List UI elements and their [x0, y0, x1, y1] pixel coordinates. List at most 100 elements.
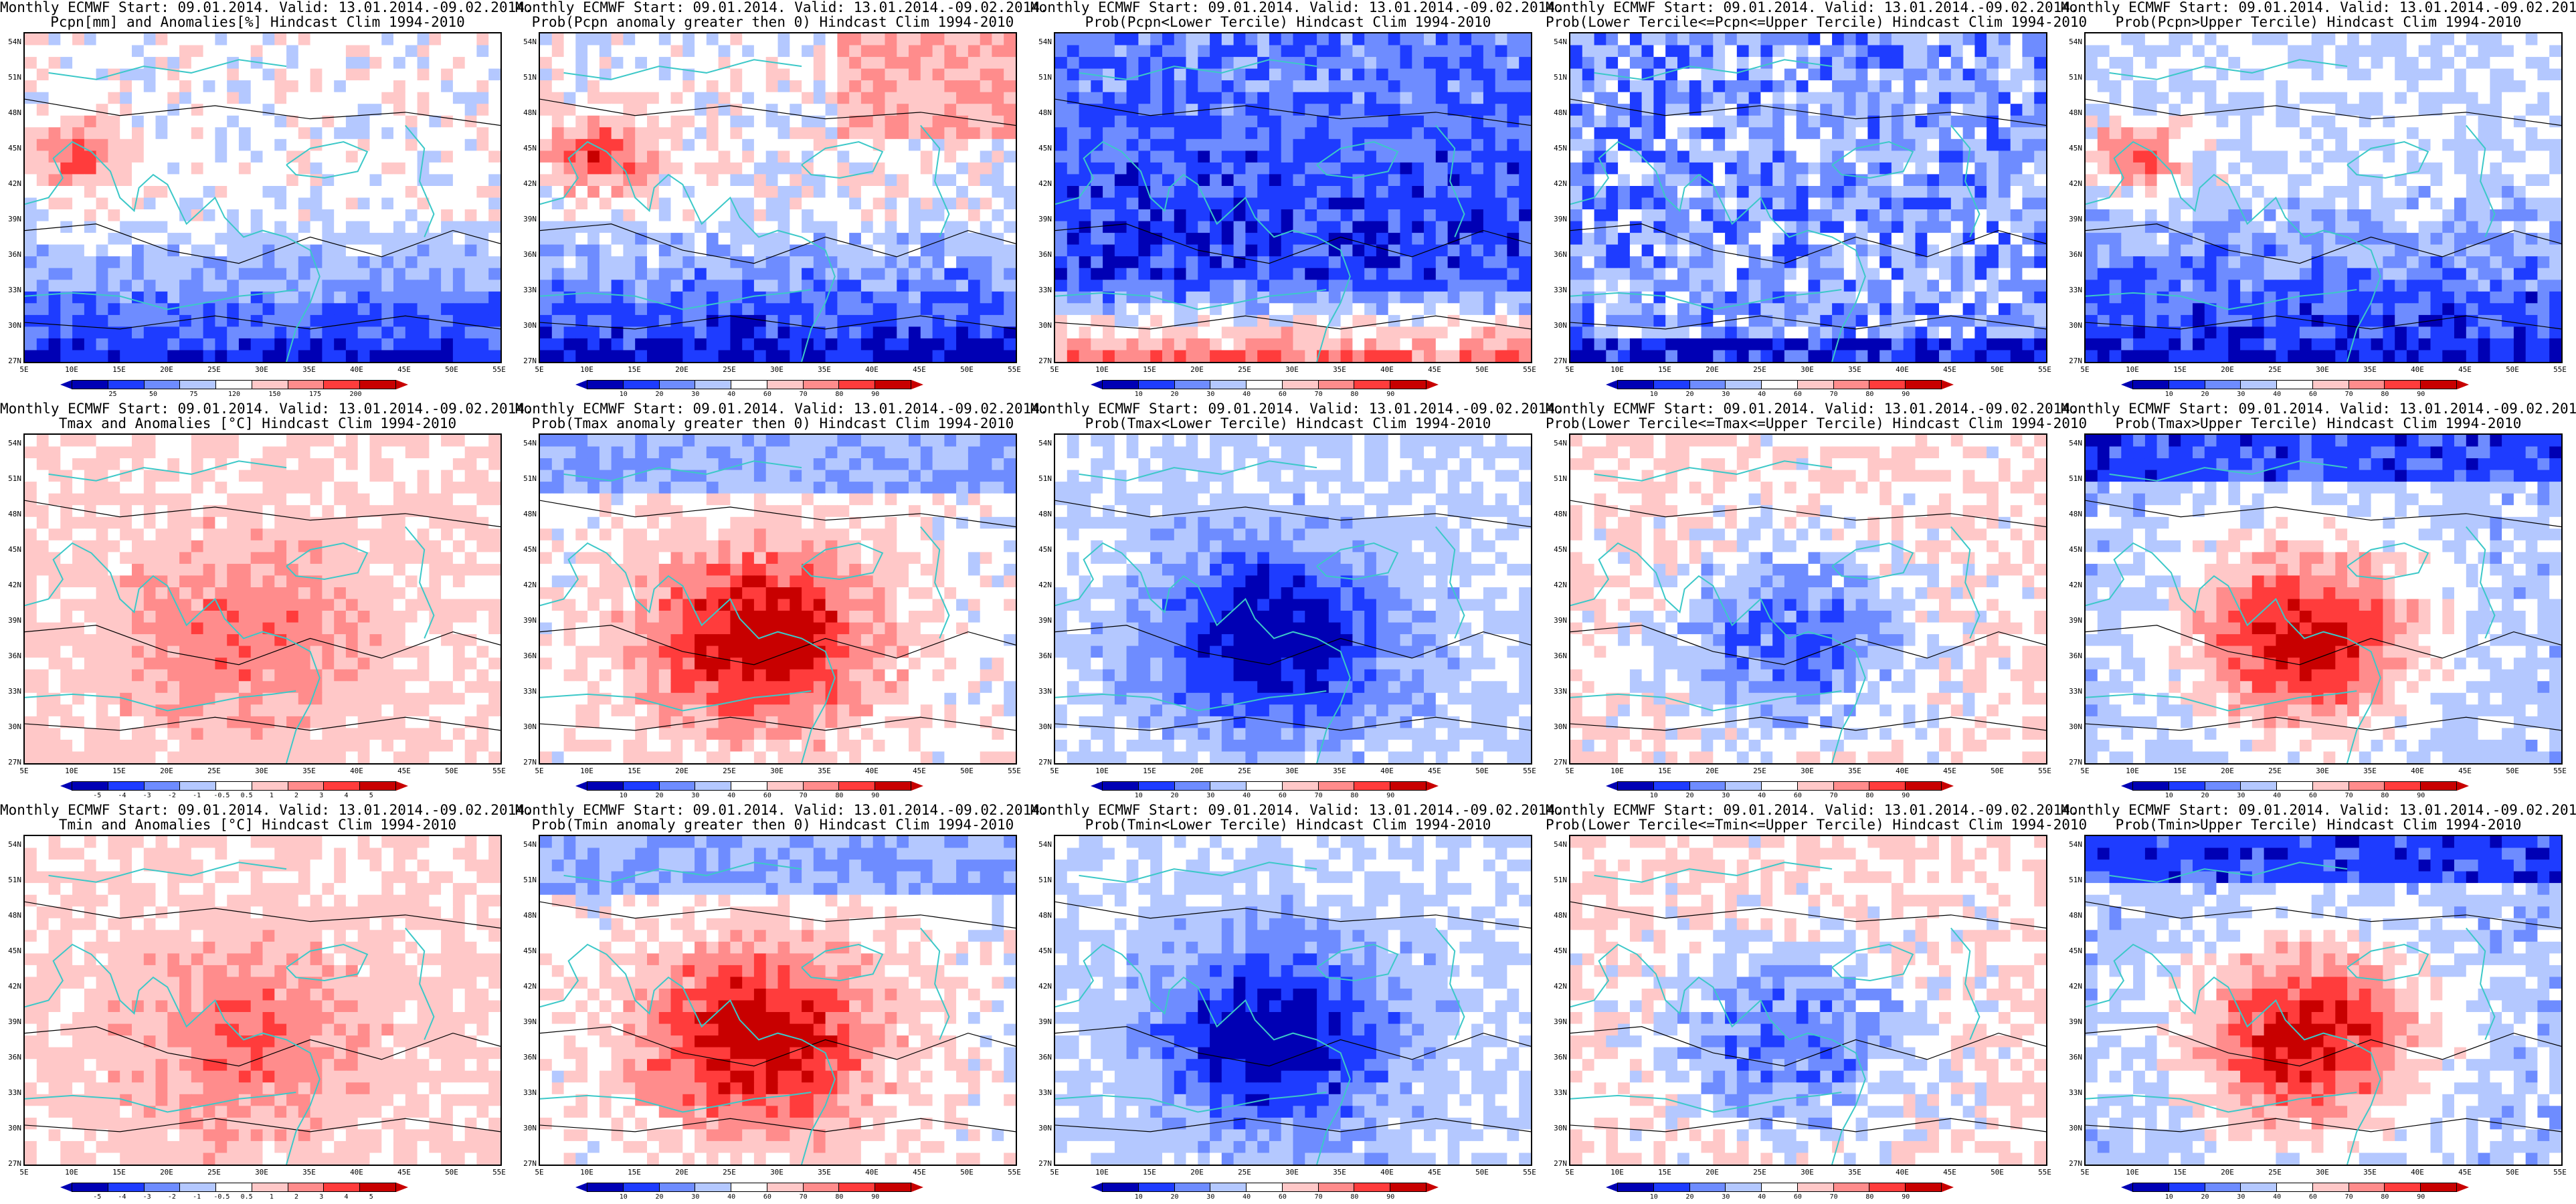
field-cell — [1293, 57, 1305, 70]
field-cell — [540, 45, 553, 58]
field-cell — [310, 186, 323, 199]
field-cell — [1998, 33, 2011, 46]
field-cell — [1186, 268, 1198, 280]
field-cell — [250, 244, 264, 257]
field-cell — [1748, 127, 1761, 140]
colorbar-tick-label: 40 — [1758, 391, 1766, 398]
field-cell — [837, 233, 850, 245]
field-cell — [730, 244, 743, 257]
field-cell — [1689, 115, 1702, 128]
field-cell — [2204, 33, 2217, 46]
field-cell — [1594, 80, 1606, 93]
field-cell — [452, 104, 466, 116]
field-cell — [25, 104, 37, 116]
field-cell — [611, 221, 624, 233]
field-cell — [2288, 33, 2300, 46]
field-cell — [1677, 314, 1690, 327]
field-cell — [1820, 162, 1833, 175]
field-cell — [2288, 80, 2300, 93]
field-cell — [1606, 115, 1619, 128]
colorbar-segment — [658, 380, 696, 389]
field-cell — [1269, 314, 1282, 327]
field-cell — [1629, 150, 1643, 163]
field-cell — [262, 314, 275, 327]
field-cell — [1293, 80, 1305, 93]
field-cell — [1138, 338, 1151, 350]
field-cell — [1114, 80, 1127, 93]
field-cell — [1855, 57, 1868, 70]
field-cell — [777, 127, 790, 140]
field-cell — [167, 244, 180, 257]
field-cell — [777, 303, 790, 316]
field-cell — [968, 221, 981, 233]
field-cell — [84, 268, 97, 280]
field-cell — [2264, 33, 2276, 46]
field-cell — [60, 186, 73, 199]
field-cell — [1055, 80, 1068, 93]
field-cell — [932, 45, 945, 58]
field-cell — [1962, 338, 1975, 350]
field-cell — [1126, 174, 1139, 187]
field-cell — [108, 33, 120, 46]
field-cell — [1879, 138, 1892, 151]
field-cell — [1927, 33, 1940, 46]
field-cell — [1582, 127, 1595, 140]
field-cell — [1305, 68, 1317, 81]
field-cell — [2097, 92, 2110, 104]
field-cell — [635, 350, 648, 362]
field-cell — [1927, 350, 1940, 362]
field-cell — [1713, 127, 1726, 140]
field-cell — [540, 33, 553, 46]
field-cell — [1138, 233, 1151, 245]
field-cell — [1987, 138, 1999, 151]
field-cell — [647, 233, 660, 245]
field-cell — [203, 221, 215, 233]
field-cell — [932, 256, 945, 269]
field-cell — [1317, 127, 1329, 140]
field-cell — [802, 314, 814, 327]
field-cell — [1198, 350, 1210, 362]
field-cell — [36, 57, 50, 70]
field-cell — [1186, 115, 1198, 128]
field-cell — [1471, 209, 1484, 222]
field-cell — [1713, 209, 1726, 222]
field-cell — [944, 291, 957, 304]
field-cell — [1760, 138, 1773, 151]
field-cell — [345, 68, 359, 81]
longitude-label: 15E — [628, 365, 641, 374]
colorbar-segment — [766, 380, 804, 389]
field-cell — [179, 233, 192, 245]
field-cell — [1701, 314, 1714, 327]
field-cell — [1388, 268, 1401, 280]
field-cell — [658, 326, 672, 339]
field-cell — [286, 138, 299, 151]
field-cell — [837, 303, 850, 316]
field-cell — [1364, 256, 1377, 269]
field-cell — [1103, 244, 1115, 257]
field-cell — [1317, 45, 1329, 58]
field-cell — [2169, 92, 2181, 104]
field-cell — [36, 127, 50, 140]
field-cell — [1174, 33, 1187, 46]
field-cell — [2144, 92, 2158, 104]
field-cell — [1364, 127, 1377, 140]
field-cell — [1447, 115, 1460, 128]
field-cell — [777, 268, 790, 280]
field-cell — [488, 68, 500, 81]
field-cell — [1796, 150, 1809, 163]
field-cell — [897, 92, 909, 104]
field-cell — [1055, 244, 1068, 257]
latitude-label: 30N — [1554, 321, 1567, 330]
field-cell — [2335, 104, 2348, 116]
field-cell — [2204, 104, 2217, 116]
field-cell — [310, 197, 323, 210]
field-cell — [179, 162, 192, 175]
field-cell — [2022, 80, 2035, 93]
field-cell — [670, 268, 683, 280]
field-cell — [215, 256, 227, 269]
field-cell — [238, 68, 252, 81]
latitude-label: 33N — [8, 286, 21, 294]
field-cell — [1162, 326, 1175, 339]
field-cell — [635, 80, 648, 93]
field-cell — [369, 209, 382, 222]
